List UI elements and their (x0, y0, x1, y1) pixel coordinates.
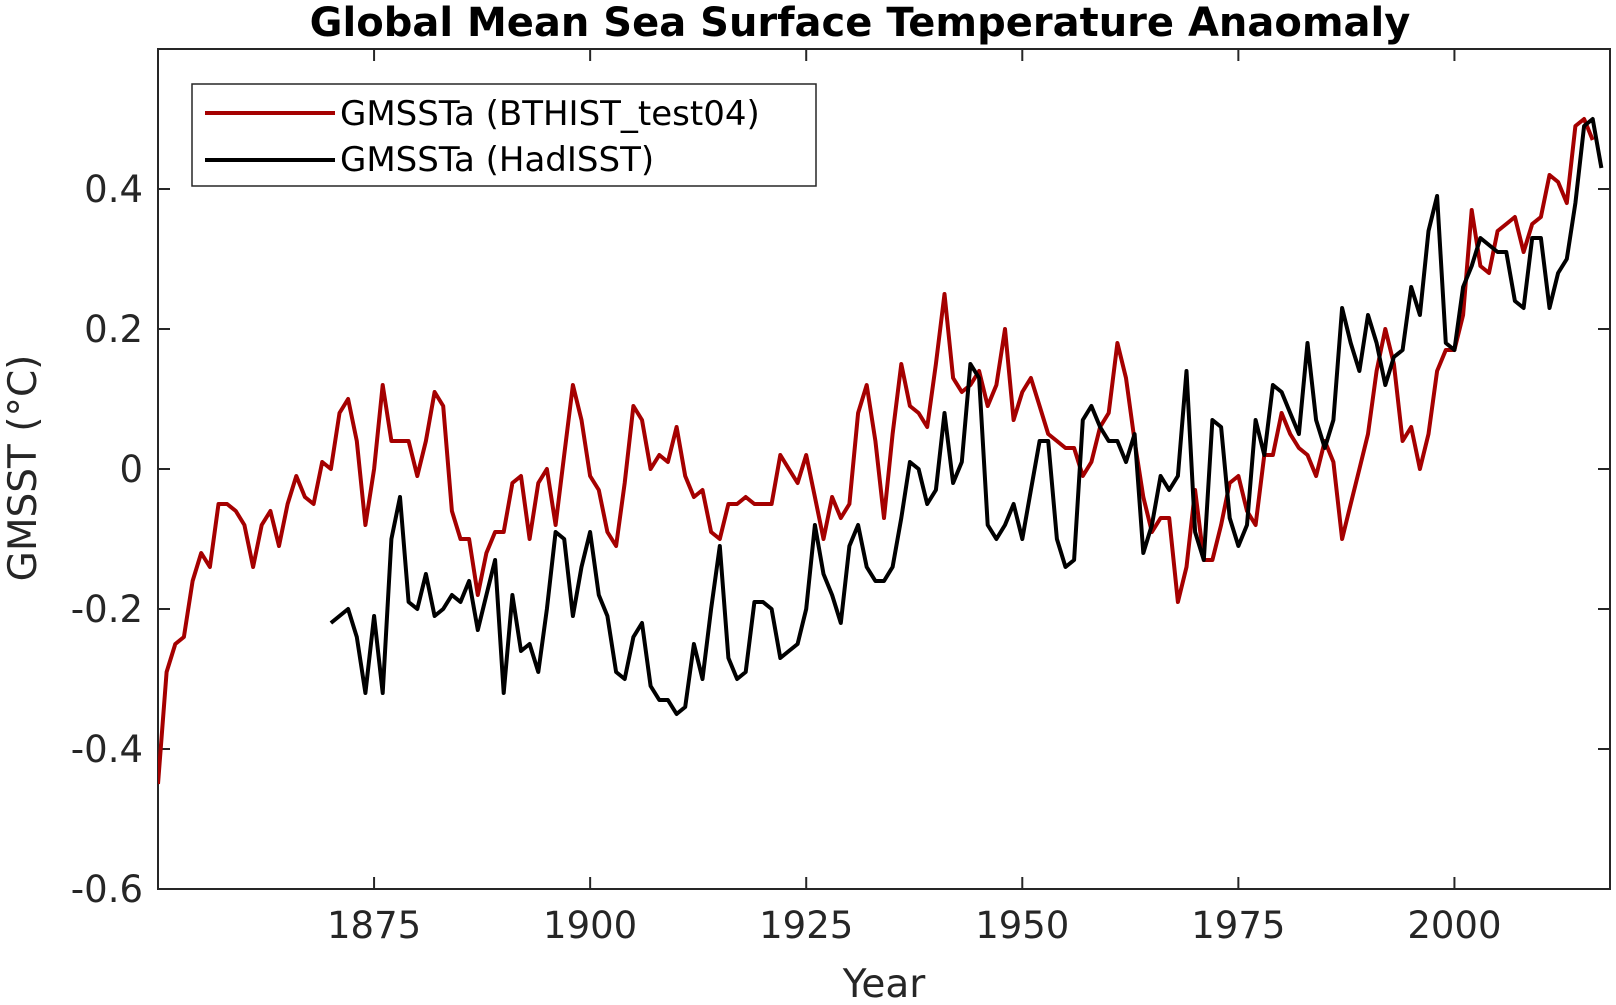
chart-title: Global Mean Sea Surface Temperature Anao… (310, 0, 1411, 46)
y-axis-label: GMSST (°C) (1, 355, 46, 582)
x-tick-label: 1975 (1191, 904, 1285, 947)
y-tick-label: 0.4 (84, 168, 143, 211)
x-tick-label: 1950 (975, 904, 1069, 947)
x-tick-label: 1875 (327, 904, 421, 947)
x-axis-label: Year (842, 962, 927, 1005)
axes-box (157, 48, 1611, 890)
y-tick-label: -0.4 (71, 728, 143, 771)
legend: GMSSTa (BTHIST_test04) GMSSTa (HadISST) (191, 83, 817, 187)
legend-label-bthist: GMSSTa (BTHIST_test04) (340, 94, 760, 134)
y-tick-label: 0.2 (84, 308, 143, 351)
plot-area (157, 48, 1611, 890)
y-tick-label: -0.6 (71, 868, 143, 911)
y-tick-label: 0 (119, 448, 143, 491)
y-tick-label: -0.2 (71, 588, 143, 631)
series-line-bthist (158, 117, 1595, 785)
legend-label-hadisst: GMSSTa (HadISST) (340, 140, 654, 180)
series-line-hadisst (329, 117, 1604, 716)
x-tick-label: 1900 (543, 904, 637, 947)
x-tick-label: 2000 (1407, 904, 1501, 947)
x-tick-label: 1925 (759, 904, 853, 947)
series-layer (158, 117, 1604, 785)
legend-box (191, 83, 817, 187)
ticks: 1875 1900 1925 1950 1975 2000 -0.6 -0.4 -0.2 0 0.2… (71, 49, 1610, 947)
